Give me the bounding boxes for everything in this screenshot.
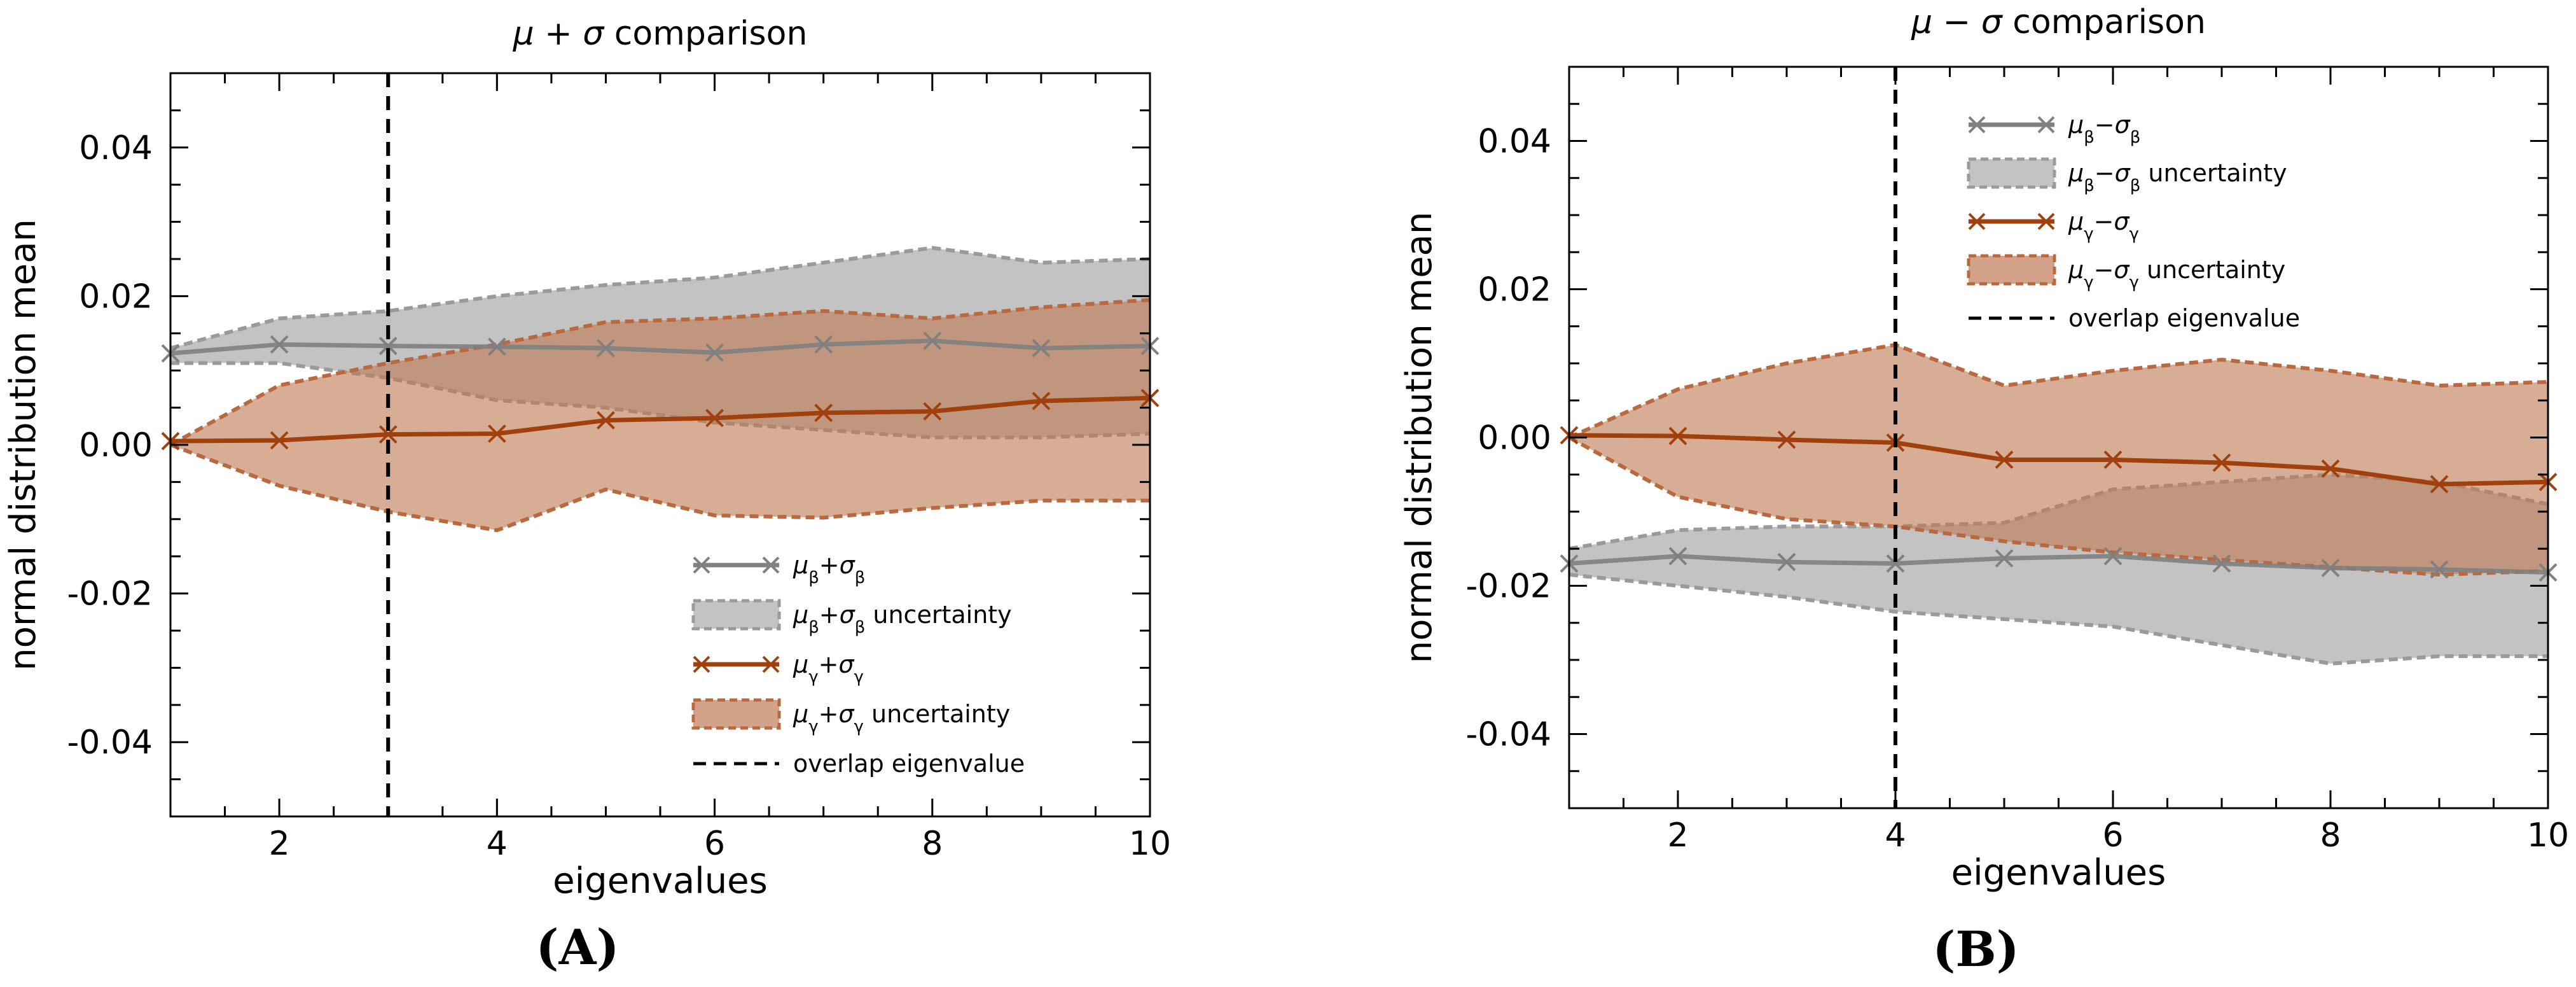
series-line-0 [1568, 554, 2549, 575]
x-tick-label: 6 [2102, 816, 2123, 855]
band-upper-edge-1 [1568, 342, 2549, 440]
chart-title: μ − σ comparison [1911, 3, 2206, 41]
x-tick-label: 2 [269, 825, 290, 863]
y-tick-label: 0.02 [1478, 271, 1551, 309]
data-point [1777, 430, 1796, 449]
data-point [2212, 554, 2231, 573]
data-point [705, 343, 724, 362]
data-point [2103, 451, 2122, 469]
data-point [814, 403, 833, 423]
data-point [1995, 451, 2014, 469]
data-point [2321, 459, 2340, 478]
legend-label: μγ+σγ [793, 650, 864, 687]
x-axis-label: eigenvalues [1951, 852, 2166, 893]
data-point [814, 335, 833, 354]
data-point [2212, 453, 2231, 472]
data-point [1032, 339, 1051, 358]
x-tick-label: 8 [2320, 816, 2341, 855]
legend-marker [2037, 213, 2055, 230]
data-point [705, 409, 724, 428]
legend-band-swatch [691, 698, 781, 730]
legend-label: overlap eigenvalue [2068, 304, 2300, 332]
x-tick-label: 10 [1129, 825, 1171, 863]
data-point [270, 335, 289, 354]
legend-label: μγ−σγ uncertainty [2068, 256, 2285, 292]
y-tick-label: -0.02 [1465, 568, 1551, 606]
legend-label: μγ−σγ [2068, 207, 2139, 244]
x-tick-label: 6 [704, 825, 725, 863]
y-axis-label: normal distribution mean [1399, 212, 1440, 664]
y-tick-label: -0.02 [67, 575, 153, 613]
series-line-1 [170, 395, 1151, 444]
panel-label: (A) [536, 919, 620, 976]
data-point [378, 337, 398, 356]
data-point [1668, 426, 1687, 445]
data-point [1032, 391, 1051, 410]
panel-label: (B) [1932, 921, 2019, 977]
data-point [1995, 549, 2014, 568]
legend-band-swatch [1967, 157, 2056, 189]
legend-label: μβ+σβ uncertainty [793, 601, 1012, 637]
legend-marker [762, 655, 780, 673]
x-tick-label: 4 [487, 825, 508, 863]
legend-marker [693, 556, 710, 574]
x-tick-label: 8 [922, 825, 943, 863]
data-point [1886, 554, 1905, 573]
uncertainty-band-1 [170, 300, 1150, 531]
y-tick-label: 0.04 [1478, 123, 1551, 161]
y-tick-label: -0.04 [67, 724, 153, 762]
data-point [2321, 559, 2340, 577]
band-lower-edge-1 [169, 443, 1150, 533]
data-point [2103, 547, 2122, 566]
legend-label: μβ−σβ [2068, 111, 2140, 147]
legend-label: overlap eigenvalue [793, 750, 1025, 778]
panel-a: 2 4 6 8 10 -0.04 -0.02 0.00 0.02 0.04 eigenvalues n… [3, 15, 1171, 976]
series-line-0 [170, 338, 1151, 356]
x-tick-label: 4 [1885, 816, 1906, 855]
y-tick-label: 0.00 [1478, 419, 1551, 458]
legend-label: μγ+σγ uncertainty [793, 700, 1010, 736]
data-point [487, 424, 506, 443]
legend-label: μβ−σβ uncertainty [2068, 159, 2287, 195]
legend-marker [762, 556, 780, 574]
data-point [2430, 560, 2449, 579]
data-point [270, 431, 289, 450]
legend-band-swatch [691, 599, 781, 631]
y-tick-label: 0.00 [79, 426, 153, 465]
data-point [2430, 475, 2449, 494]
band-lower-edge-1 [1568, 435, 2549, 577]
data-point [923, 332, 942, 350]
data-point [378, 425, 398, 444]
legend-label: μβ+σβ [793, 551, 865, 587]
y-tick-label: -0.04 [1465, 716, 1551, 754]
band-lower-edge-0 [1568, 573, 2548, 666]
legend-marker [1968, 213, 1986, 230]
data-point [1777, 552, 1796, 571]
x-tick-label: 2 [1667, 816, 1688, 855]
data-point [487, 337, 506, 356]
legend-band-swatch [1967, 254, 2056, 286]
band-upper-edge-1 [169, 298, 1151, 447]
legend-marker [1968, 116, 1986, 134]
data-point [923, 402, 942, 421]
y-tick-label: 0.02 [79, 277, 153, 316]
series-line-1 [1568, 433, 2549, 487]
legend-marker [2037, 116, 2055, 134]
data-point [597, 339, 615, 358]
y-axis-label: normal distribution mean [3, 219, 44, 671]
legend: μβ−σβ μβ−σβ uncertainty μγ−σγ μγ−σγ uncerta… [1967, 111, 2300, 332]
panel-b: 2 4 6 8 10 -0.04 -0.02 0.00 0.02 0.04 eigenvalues n… [1399, 3, 2569, 977]
band-upper-edge-0 [170, 246, 1151, 351]
data-point [1668, 547, 1687, 566]
x-tick-label: 10 [2527, 816, 2569, 855]
legend: μβ+σβ μβ+σβ uncertainty μγ+σγ μγ+σγ uncerta… [691, 551, 1025, 778]
legend-marker [693, 655, 710, 673]
x-axis-label: eigenvalues [553, 860, 768, 902]
y-tick-label: 0.04 [79, 129, 153, 167]
data-point [597, 411, 615, 430]
chart-title: μ + σ comparison [513, 15, 808, 53]
